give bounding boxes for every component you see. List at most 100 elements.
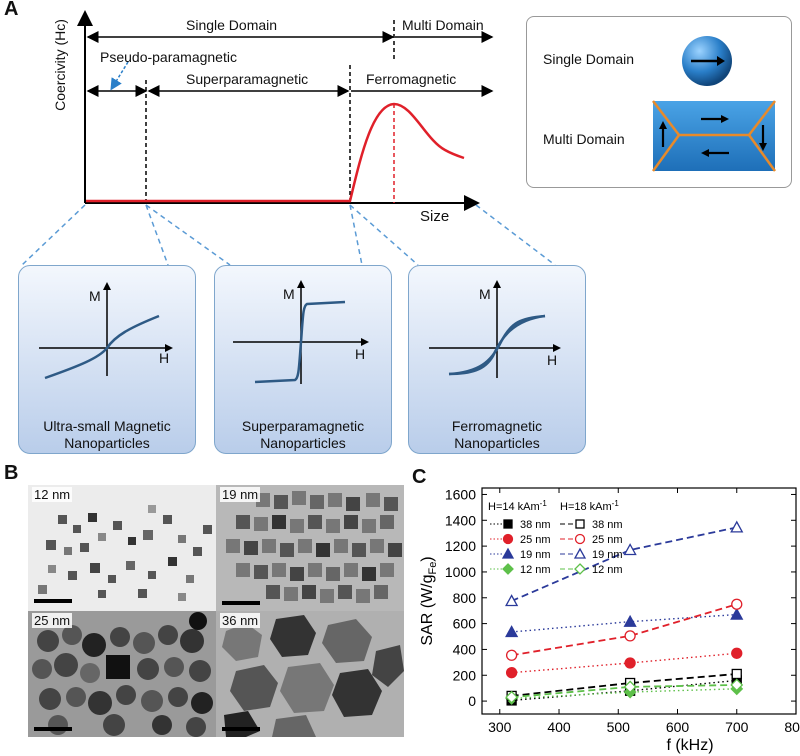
- data-point: [731, 668, 742, 680]
- legend-marker: [573, 547, 587, 559]
- tem-label-12nm: 12 nm: [32, 487, 73, 502]
- data-point: [505, 667, 518, 679]
- card-1-m-label: M: [89, 288, 101, 304]
- card-2-caption-line-2: Nanoparticles: [260, 435, 346, 451]
- series-line: [511, 684, 737, 699]
- legend-marker: [574, 563, 586, 575]
- legend-marker: [575, 519, 585, 529]
- tem-12nm-particles: [38, 505, 212, 601]
- legend-header-left: H=14 kAm-1: [488, 499, 547, 513]
- tem-label-19nm: 19 nm: [220, 487, 261, 502]
- y-tick-label: 1600: [445, 486, 476, 502]
- card-3-caption-line-2: Nanoparticles: [454, 435, 540, 451]
- tem-36nm-particles: [222, 615, 404, 737]
- data-point: [730, 520, 744, 533]
- series-line: [511, 652, 737, 674]
- sar-chart: 0 200 400 600 800 1000 1200 1400 1600 300 400 500 6…: [419, 486, 800, 754]
- card-3-m-label: M: [479, 286, 491, 302]
- card-ultra-small: M H Ultra-small Magnetic Nanoparticles: [18, 265, 196, 454]
- coercivity-curve: [86, 102, 465, 203]
- legend-header-right: H=18 kAm-1: [560, 499, 619, 513]
- x-tick-label: 500: [607, 719, 631, 735]
- y-tick-label: 1200: [445, 538, 476, 554]
- x-axis-label: Size: [420, 208, 450, 225]
- legend-label: 25 nm: [592, 534, 623, 546]
- card-2-m-label: M: [283, 286, 295, 302]
- y-tick-label: 0: [468, 693, 476, 709]
- legend-label: 38 nm: [520, 519, 551, 531]
- scale-bar: [222, 601, 260, 605]
- domain-legend: Single Domain Multi Domain: [526, 16, 792, 188]
- pseudo-paramagnetic-label: Pseudo-paramagnetic: [100, 49, 237, 65]
- card-1-caption-line-2: Nanoparticles: [64, 435, 150, 451]
- tem-label-36nm: 36 nm: [220, 613, 261, 628]
- y-tick-label: 800: [453, 590, 477, 606]
- tem-image-12nm: 12 nm: [28, 485, 216, 611]
- legend-label: 25 nm: [520, 534, 551, 546]
- data-point: [624, 657, 636, 669]
- series-line: [511, 613, 737, 633]
- legend-marker: [502, 563, 514, 575]
- tem-image-25nm: 25 nm: [28, 611, 216, 737]
- x-tick-label: 300: [488, 719, 512, 735]
- data-point: [623, 543, 637, 556]
- legend-multi-domain-label: Multi Domain: [543, 131, 625, 147]
- data-point: [505, 690, 519, 704]
- legend-marker: [574, 533, 586, 545]
- card-1-caption-line-1: Ultra-small Magnetic: [43, 418, 171, 434]
- y-tick-label: 600: [453, 616, 477, 632]
- tem-image-36nm: 36 nm: [216, 611, 404, 737]
- hysteresis-superparamagnetic-icon: [233, 280, 369, 384]
- y-tick-label: 1400: [445, 512, 476, 528]
- series-line: [511, 526, 737, 602]
- data-point: [624, 630, 636, 642]
- hysteresis-ultra-small-icon: [39, 282, 173, 380]
- legend-marker: [501, 547, 515, 559]
- scale-bar: [34, 599, 72, 603]
- data-point: [623, 680, 637, 694]
- panel-b-letter: B: [4, 462, 19, 484]
- card-3-h-label: H: [547, 352, 558, 368]
- multi-domain-label: Multi Domain: [402, 17, 484, 33]
- data-point: [730, 678, 744, 692]
- tem-image-19nm: 19 nm: [216, 485, 404, 611]
- multi-domain-block-icon: [651, 100, 777, 172]
- card-1-h-label: H: [159, 350, 170, 366]
- x-tick-label: 600: [666, 719, 690, 735]
- y-tick-label: 1000: [445, 564, 476, 580]
- legend-label: 19 nm: [592, 549, 623, 561]
- hysteresis-ferromagnetic-icon: [429, 280, 561, 378]
- x-tick-label: 800: [784, 719, 800, 735]
- coercivity-diagram: [21, 10, 556, 266]
- card-2-caption-line-1: Superparamagnetic: [241, 418, 365, 434]
- legend-label: 19 nm: [520, 549, 551, 561]
- data-point: [623, 614, 637, 627]
- card-superparamagnetic: M H Superparamagnetic Nanoparticles: [214, 265, 392, 454]
- data-point: [731, 647, 743, 659]
- x-tick-label: 700: [725, 719, 749, 735]
- card-ferromagnetic: M H Ferromagnetic Nanoparticles: [408, 265, 586, 454]
- data-point: [505, 649, 518, 661]
- card-2-h-label: H: [355, 346, 366, 362]
- card-3-caption-line-1: Ferromagnetic: [451, 418, 543, 434]
- series-line: [511, 603, 738, 657]
- x-axis-label: f (kHz): [666, 737, 713, 754]
- series-line: [511, 688, 737, 700]
- panel-c-letter: C: [412, 466, 427, 488]
- x-tick-label: 400: [547, 719, 571, 735]
- series-line: [511, 679, 737, 702]
- tem-25nm-particles: [32, 612, 213, 737]
- legend-marker: [503, 519, 513, 529]
- data-point: [731, 598, 743, 610]
- single-domain-sphere-icon: [682, 36, 732, 86]
- data-point: [505, 594, 519, 607]
- superparamagnetic-label: Superparamagnetic: [186, 71, 309, 87]
- y-axis-label: SAR (W/gFe): [419, 556, 439, 645]
- scale-bar: [34, 727, 72, 731]
- legend-label: 38 nm: [592, 519, 623, 531]
- scale-bar: [222, 727, 260, 731]
- y-tick-label: 400: [453, 641, 477, 657]
- y-axis-label: Coercivity (Hc): [52, 19, 68, 111]
- tem-19nm-particles: [226, 491, 402, 603]
- ferromagnetic-label: Ferromagnetic: [366, 71, 457, 87]
